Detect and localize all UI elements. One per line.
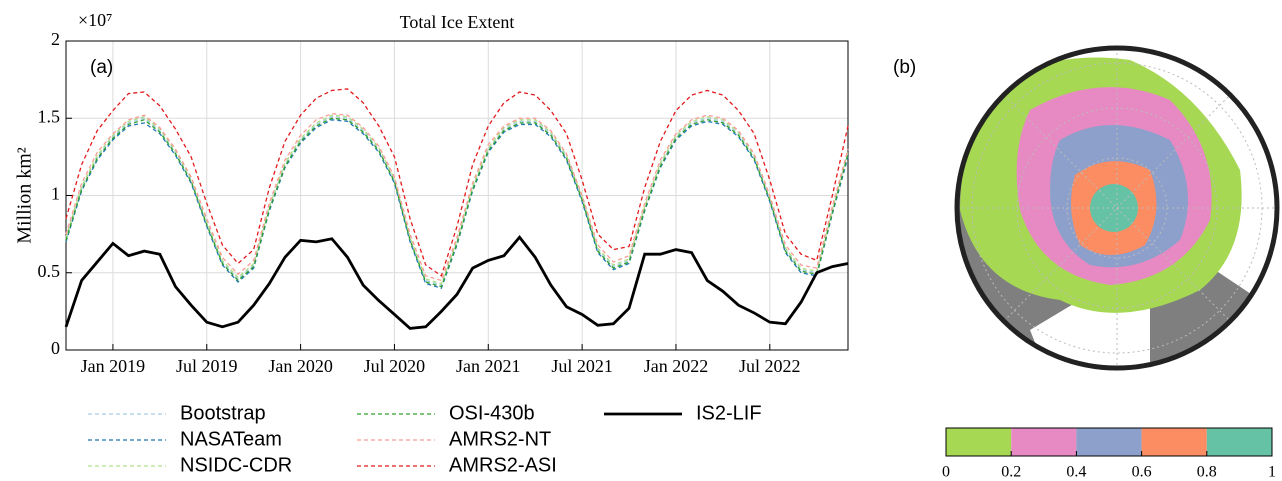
legend-label: AMRS2-NT	[449, 428, 551, 450]
colorbar-tick-label: 0.8	[1197, 464, 1217, 481]
y-tick-label: 1	[51, 184, 60, 204]
series-line	[66, 89, 848, 276]
y-tick-label: 0.5	[38, 261, 61, 281]
colorbar-tick-label: 0.6	[1132, 464, 1152, 481]
x-tick-label: Jul 2022	[739, 356, 801, 376]
series-line	[66, 237, 848, 328]
x-tick-label: Jan 2021	[456, 356, 521, 376]
y-axis-label: Million km²	[14, 147, 36, 244]
series-line	[66, 120, 848, 288]
legend-label: NSIDC-CDR	[180, 454, 292, 476]
legend-label: Bootstrap	[180, 402, 266, 424]
arctic-map	[950, 40, 1282, 380]
colorbar-tick-label: 0	[942, 464, 950, 481]
colorbar-bin	[1011, 428, 1076, 456]
colorbar-tick-label: 1	[1268, 464, 1276, 481]
x-tick-label: Jan 2019	[81, 356, 146, 376]
colorbar-bin	[1076, 428, 1141, 456]
x-tick-label: Jan 2020	[268, 356, 333, 376]
colorbar-bin	[946, 428, 1011, 456]
y-tick-label: 0	[51, 338, 60, 358]
figure: 0 0.5 1 1.5 2 Jan 2019 Jul 2019 Jan 2020 Jul 202…	[0, 0, 1282, 481]
panel-label: (a)	[90, 57, 113, 78]
y-tick-label: 2	[51, 29, 60, 49]
x-tick-label: Jul 2020	[364, 356, 426, 376]
y-tick-label: 1.5	[38, 106, 61, 126]
colorbar-tick-label: 0.4	[1066, 464, 1086, 481]
legend-label: IS2-LIF	[696, 402, 762, 424]
x-tick-label: Jul 2019	[176, 356, 238, 376]
series-line	[66, 118, 848, 286]
legend-label: AMRS2-ASI	[449, 454, 557, 476]
x-tick-label: Jul 2021	[551, 356, 613, 376]
y-scale-label: ×10⁷	[78, 10, 112, 30]
colorbar-tick-label: 0.2	[1001, 464, 1021, 481]
series-line	[66, 115, 848, 283]
colorbar-bin	[1207, 428, 1272, 456]
legend-label: NASATeam	[180, 428, 282, 450]
series-line	[66, 117, 848, 285]
panel-label: (b)	[893, 57, 916, 78]
series-line	[66, 114, 848, 281]
colorbar-bin	[1142, 428, 1207, 456]
legend-label: OSI-430b	[449, 402, 535, 424]
x-tick-label: Jan 2022	[644, 356, 709, 376]
chart-title: Total Ice Extent	[400, 12, 515, 32]
